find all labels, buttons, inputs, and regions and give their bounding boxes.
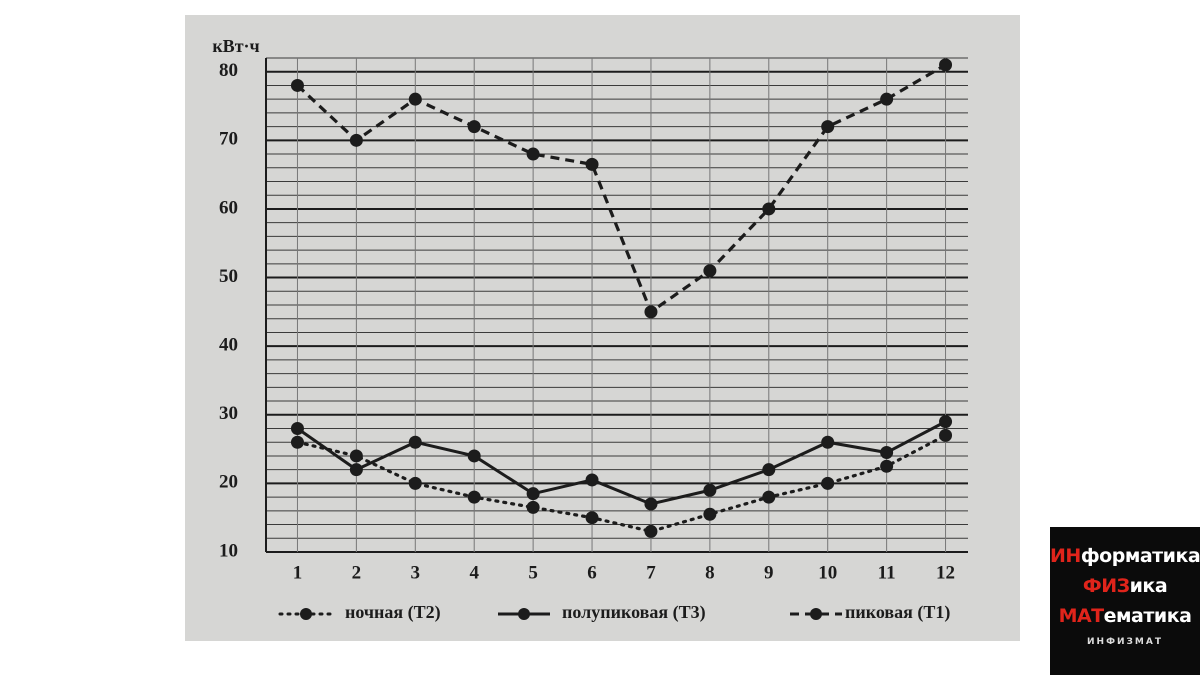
- data-point: [585, 157, 599, 171]
- logo-line: МАТематика: [1050, 601, 1200, 631]
- data-point: [762, 490, 776, 504]
- data-point: [880, 92, 894, 106]
- x-tick-label: 9: [764, 562, 774, 583]
- legend-label: пиковая (Т1): [845, 602, 950, 623]
- data-point: [467, 120, 481, 134]
- x-tick-label: 6: [587, 562, 597, 583]
- x-tick-label: 4: [469, 562, 479, 583]
- data-point: [939, 58, 953, 72]
- x-tick-label: 5: [528, 562, 538, 583]
- x-tick-label: 8: [705, 562, 715, 583]
- data-point: [644, 497, 658, 511]
- data-point: [939, 428, 953, 442]
- y-tick-label: 30: [219, 403, 238, 424]
- photo-background: [185, 15, 1020, 641]
- logo-white-part: ематика: [1103, 605, 1192, 627]
- y-tick-label: 70: [219, 129, 238, 150]
- data-point: [290, 422, 304, 435]
- legend-marker: [810, 608, 822, 620]
- y-tick-label: 80: [219, 60, 238, 81]
- data-point: [880, 446, 894, 460]
- y-tick-label: 60: [219, 197, 238, 218]
- y-tick-label: 50: [219, 266, 238, 287]
- data-point: [939, 415, 953, 429]
- legend-label: ночная (Т2): [345, 602, 441, 623]
- data-point: [703, 483, 717, 497]
- y-tick-label: 20: [219, 472, 238, 493]
- data-point: [762, 463, 776, 477]
- y-axis-label: кВт·ч: [212, 36, 259, 56]
- data-point: [349, 463, 363, 477]
- data-point: [526, 487, 540, 501]
- logo-white-part: ика: [1129, 575, 1168, 597]
- data-point: [644, 305, 658, 319]
- data-point: [408, 476, 422, 490]
- y-tick-label: 40: [219, 335, 238, 356]
- data-point: [880, 459, 894, 473]
- series-line: [296, 63, 947, 315]
- y-tick-label: 10: [219, 540, 238, 561]
- data-point: [290, 435, 304, 449]
- data-point: [585, 511, 599, 525]
- data-point: [585, 473, 599, 487]
- x-tick-label: 3: [411, 562, 421, 583]
- logo-red-part: МАТ: [1058, 605, 1105, 627]
- x-tick-label: 2: [352, 562, 362, 583]
- series-line: [296, 420, 947, 506]
- data-point: [408, 92, 422, 106]
- legend-marker: [518, 608, 530, 620]
- logo-red-part: ФИЗ: [1082, 575, 1130, 597]
- legend-label: полупиковая (Т3): [562, 602, 706, 623]
- data-point: [703, 507, 717, 521]
- x-tick-label: 11: [878, 562, 896, 583]
- data-point: [467, 449, 481, 463]
- data-point: [703, 264, 717, 278]
- logo: ИНформатика ФИЗика МАТематика ИНФИЗМАТ: [1050, 527, 1200, 675]
- series-line: [295, 433, 948, 534]
- logo-white-part: форматика: [1080, 545, 1200, 567]
- data-point: [821, 120, 835, 134]
- data-point: [644, 524, 658, 538]
- logo-red-part: ИН: [1050, 545, 1081, 567]
- data-point: [526, 500, 540, 514]
- x-tick-label: 10: [818, 562, 837, 583]
- logo-line: ИНформатика: [1050, 541, 1200, 571]
- x-tick-label: 7: [646, 562, 656, 583]
- data-point: [349, 133, 363, 147]
- data-point: [467, 490, 481, 504]
- legend-marker: [300, 608, 312, 620]
- x-tick-label: 12: [936, 562, 955, 583]
- data-point: [349, 449, 363, 463]
- data-point: [762, 202, 776, 216]
- data-point: [821, 435, 835, 449]
- data-point: [526, 147, 540, 161]
- x-tick-label: 1: [293, 562, 303, 583]
- logo-line: ФИЗика: [1050, 571, 1200, 601]
- data-point: [821, 476, 835, 490]
- logo-caption: ИНФИЗМАТ: [1087, 637, 1163, 647]
- data-point: [408, 435, 422, 449]
- data-point: [290, 78, 304, 92]
